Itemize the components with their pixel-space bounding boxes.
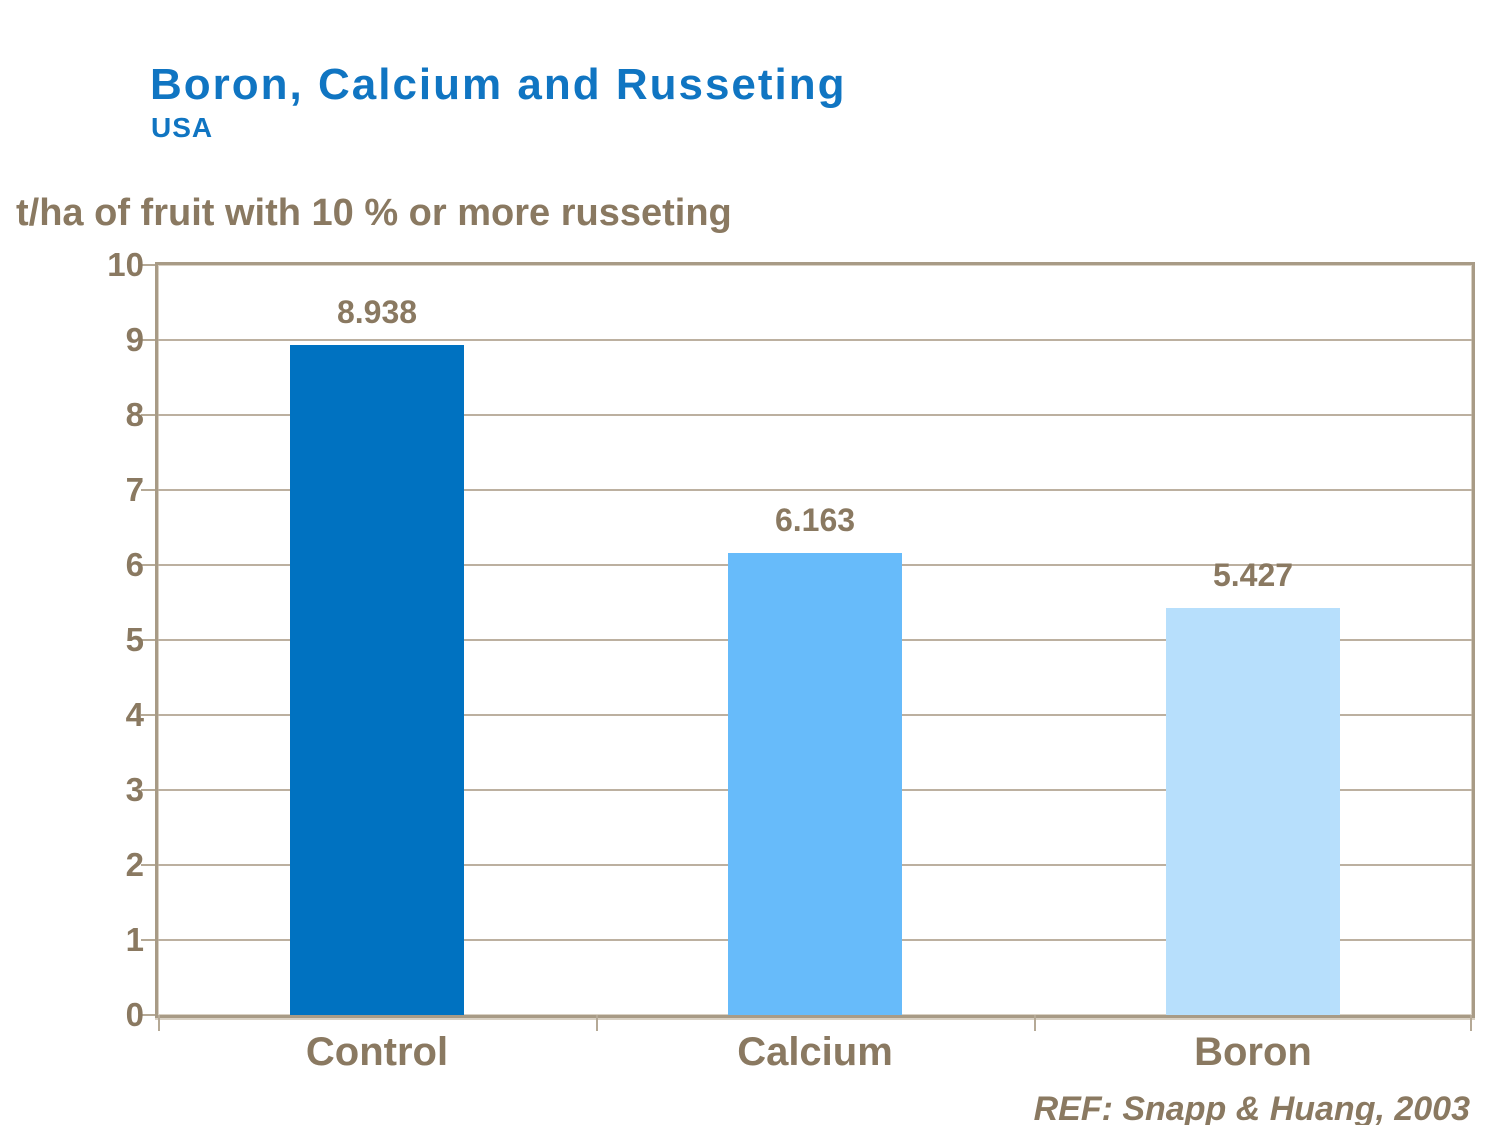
- bar-boron: [1166, 607, 1340, 1015]
- x-tick-mark: [1470, 1015, 1472, 1031]
- y-tick-label: 0: [125, 996, 144, 1033]
- page-subtitle: USA: [151, 112, 214, 143]
- gridline: [158, 339, 1472, 341]
- y-tick-mark: [141, 714, 155, 716]
- y-tick-mark: [141, 939, 155, 941]
- reference-text: REF: Snapp & Huang, 2003: [1033, 1090, 1470, 1125]
- gridline: [158, 489, 1472, 491]
- y-tick-mark: [141, 264, 155, 266]
- x-category-label: Control: [305, 1030, 449, 1074]
- plot-area: 8.938 6.163 5.427: [141, 262, 1475, 1031]
- y-tick-label: 4: [125, 696, 144, 733]
- x-tick-mark: [1034, 1015, 1036, 1031]
- y-tick-mark: [141, 1014, 155, 1016]
- y-tick-mark: [141, 639, 155, 641]
- chart-axis-title: t/ha of fruit with 10 % or more russetin…: [16, 192, 732, 234]
- y-tick-label: 2: [125, 846, 144, 883]
- y-tick-mark: [141, 489, 155, 491]
- y-tick-label: 3: [125, 771, 144, 808]
- y-tick-label: 10: [107, 246, 144, 283]
- bar-value-label: 5.427: [1212, 556, 1294, 593]
- y-tick-label: 5: [125, 621, 144, 658]
- y-tick-label: 1: [125, 921, 144, 958]
- x-category-label: Boron: [1194, 1030, 1312, 1074]
- bar-control: [290, 344, 464, 1015]
- y-tick-mark: [141, 414, 155, 416]
- gridline: [158, 414, 1472, 416]
- y-tick-mark: [141, 789, 155, 791]
- y-tick-mark: [141, 864, 155, 866]
- y-tick-label: 9: [125, 321, 144, 358]
- bar-calcium: [728, 552, 902, 1015]
- x-tick-mark: [596, 1015, 598, 1031]
- x-category-label: Calcium: [737, 1030, 893, 1074]
- y-tick-mark: [141, 564, 155, 566]
- bar-value-label: 8.938: [336, 293, 418, 330]
- y-tick-label: 8: [125, 396, 144, 433]
- bar-value-label: 6.163: [774, 501, 856, 538]
- y-tick-label: 6: [125, 546, 144, 583]
- page-title: Boron, Calcium and Russeting: [150, 60, 847, 109]
- y-tick-mark: [141, 339, 155, 341]
- y-tick-label: 7: [125, 471, 144, 508]
- x-tick-mark: [158, 1015, 160, 1031]
